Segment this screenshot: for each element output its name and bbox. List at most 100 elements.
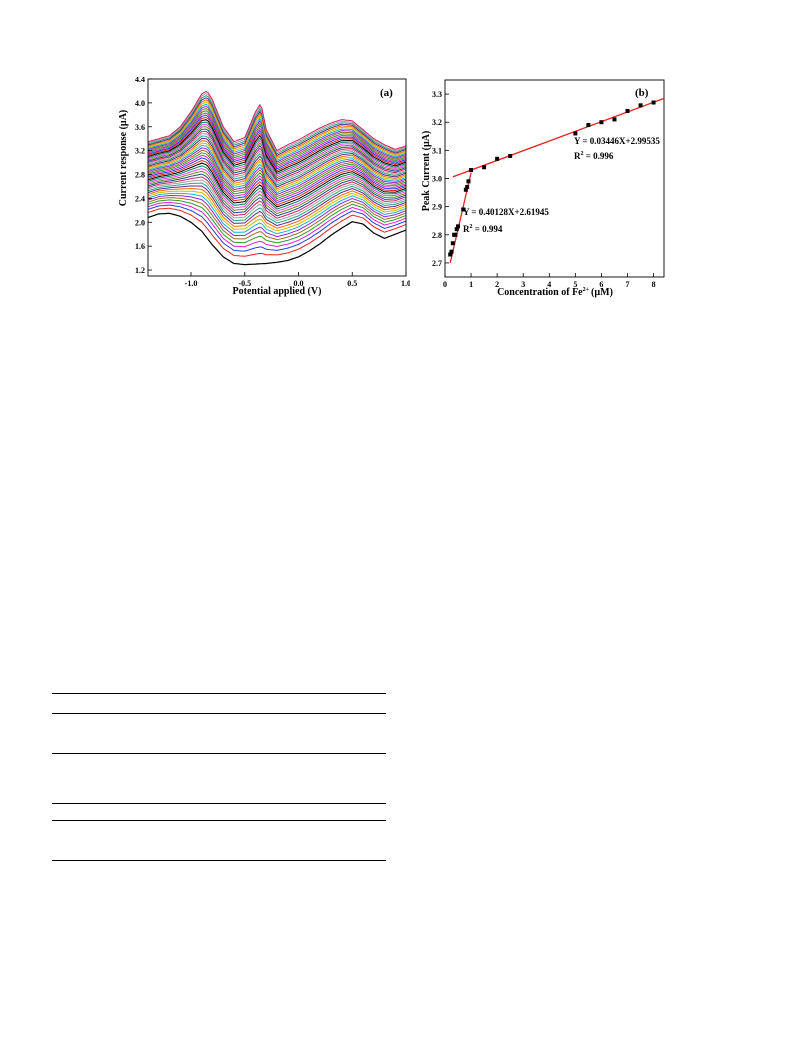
x-axis-ticks: 0 1 2 3 4 5 6 7 8 (443, 273, 656, 289)
voltammogram-curve (147, 190, 407, 232)
voltammogram-curve (147, 149, 407, 198)
x-tick-label: 1.0 (401, 279, 410, 288)
voltammogram-curve (147, 137, 407, 188)
y-axis-label: Peak Current (µA) (421, 131, 432, 212)
voltammogram-curve (147, 167, 407, 212)
data-point (651, 100, 656, 105)
x-tick-label: -1.0 (185, 279, 198, 288)
x-axis-label: Potential applied (V) (233, 286, 322, 297)
data-point (495, 156, 500, 161)
voltammogram-curve (147, 99, 407, 158)
voltammogram-curve (147, 144, 407, 194)
x-tick-label: 8 (652, 280, 656, 289)
x-tick-label: 7 (626, 280, 630, 289)
x-tick-label: 4 (547, 280, 551, 289)
voltammogram-curve (147, 140, 407, 190)
voltammogram-curve (147, 110, 407, 167)
y-axis-label: Current response (µA) (118, 110, 129, 207)
voltammogram-curve (147, 197, 407, 241)
plot-area (448, 97, 665, 264)
data-point (599, 120, 604, 125)
voltammogram-curve (147, 147, 407, 196)
y-axis-ticks: 2.7 2.8 2.9 3.0 3.1 3.2 3.3 (432, 90, 449, 268)
voltammogram-curve (147, 154, 407, 202)
voltammogram-curve (147, 105, 407, 163)
voltammogram-curve (147, 116, 407, 172)
x-tick-label: 2 (495, 280, 499, 289)
y-axis-title: Current response (µA) (118, 110, 129, 207)
data-point (625, 108, 630, 113)
voltammogram-curve (147, 204, 407, 252)
data-point (454, 227, 459, 232)
voltammogram-curve (147, 212, 407, 266)
voltammogram-curve (147, 182, 407, 224)
x-tick-label: 0.0 (294, 279, 304, 288)
y-axis-ticks: 1.2 1.6 2.0 2.4 2.8 3.2 3.6 4.0 4.4 (135, 77, 152, 275)
y-tick-label: 3.0 (432, 175, 442, 184)
x-axis-ticks: -1.0 -0.5 0.0 0.5 1.0 (185, 272, 410, 288)
plot-frame (444, 79, 665, 278)
voltammogram-curve (147, 101, 407, 160)
voltammogram-curve (147, 173, 407, 217)
plot-area (147, 90, 407, 266)
data-point (463, 187, 468, 192)
data-point (465, 184, 470, 189)
data-point (453, 232, 458, 237)
y-tick-label: 2.8 (135, 171, 145, 180)
voltammogram-curve (147, 128, 407, 181)
x-tick-label: -0.5 (238, 279, 251, 288)
voltammogram-curve (147, 192, 407, 235)
y-tick-label: 3.6 (135, 123, 145, 132)
data-point (573, 131, 578, 136)
voltammogram-curve (147, 142, 407, 192)
y-tick-label: 1.6 (135, 242, 145, 251)
data-point (466, 179, 471, 184)
voltammogram-curve (147, 95, 407, 155)
voltammogram-curve (147, 176, 407, 219)
data-point (461, 207, 466, 212)
y-tick-label: 2.7 (432, 259, 442, 268)
y-tick-label: 2.4 (135, 194, 145, 203)
voltammogram-curve (147, 157, 407, 204)
plot-frame (147, 78, 407, 277)
voltammogram-curve (147, 123, 407, 177)
voltammogram-curve (147, 195, 407, 238)
data-point (469, 168, 474, 173)
voltammogram-curve (147, 165, 407, 210)
voltammogram-curve (147, 114, 407, 170)
x-tick-label: 1 (469, 280, 473, 289)
voltammogram-curve (147, 187, 407, 229)
voltammogram-curve (147, 97, 407, 157)
fit-equation-low: Y = 0.40128X+2.61945 (463, 207, 549, 217)
voltammogram-curve (147, 162, 407, 208)
voltammogram-curve (147, 135, 407, 186)
voltammogram-curve (147, 179, 407, 222)
voltammogram-curve (147, 152, 407, 200)
voltammogram-curve (147, 90, 407, 152)
voltammogram-curve (147, 108, 407, 165)
voltammogram-curve (147, 199, 407, 244)
y-tick-label: 3.3 (432, 90, 442, 99)
panel-label: (b) (635, 87, 649, 99)
voltammogram-curve (147, 207, 407, 257)
data-point (482, 165, 487, 170)
y-tick-label: 4.4 (135, 77, 145, 84)
table-row-rule (52, 820, 386, 821)
table-frame (52, 693, 386, 863)
voltammogram-chart: Current response (µA) (a) -1.0 -0.5 0.0 0.5… (118, 77, 410, 297)
voltammogram-curve (147, 119, 407, 173)
y-tick-label: 1.2 (135, 266, 145, 275)
voltammogram-curve (147, 130, 407, 182)
voltammogram-curve (147, 133, 407, 184)
data-point (508, 153, 513, 158)
y-tick-label: 3.2 (432, 118, 442, 127)
x-tick-label: 5 (573, 280, 577, 289)
data-point (638, 103, 643, 108)
table-bottom-rule (52, 860, 386, 861)
data-point (449, 249, 454, 254)
table-row-rule (52, 803, 386, 804)
data-point (586, 123, 591, 128)
voltammogram-curve (147, 121, 407, 175)
data-point (448, 252, 453, 257)
